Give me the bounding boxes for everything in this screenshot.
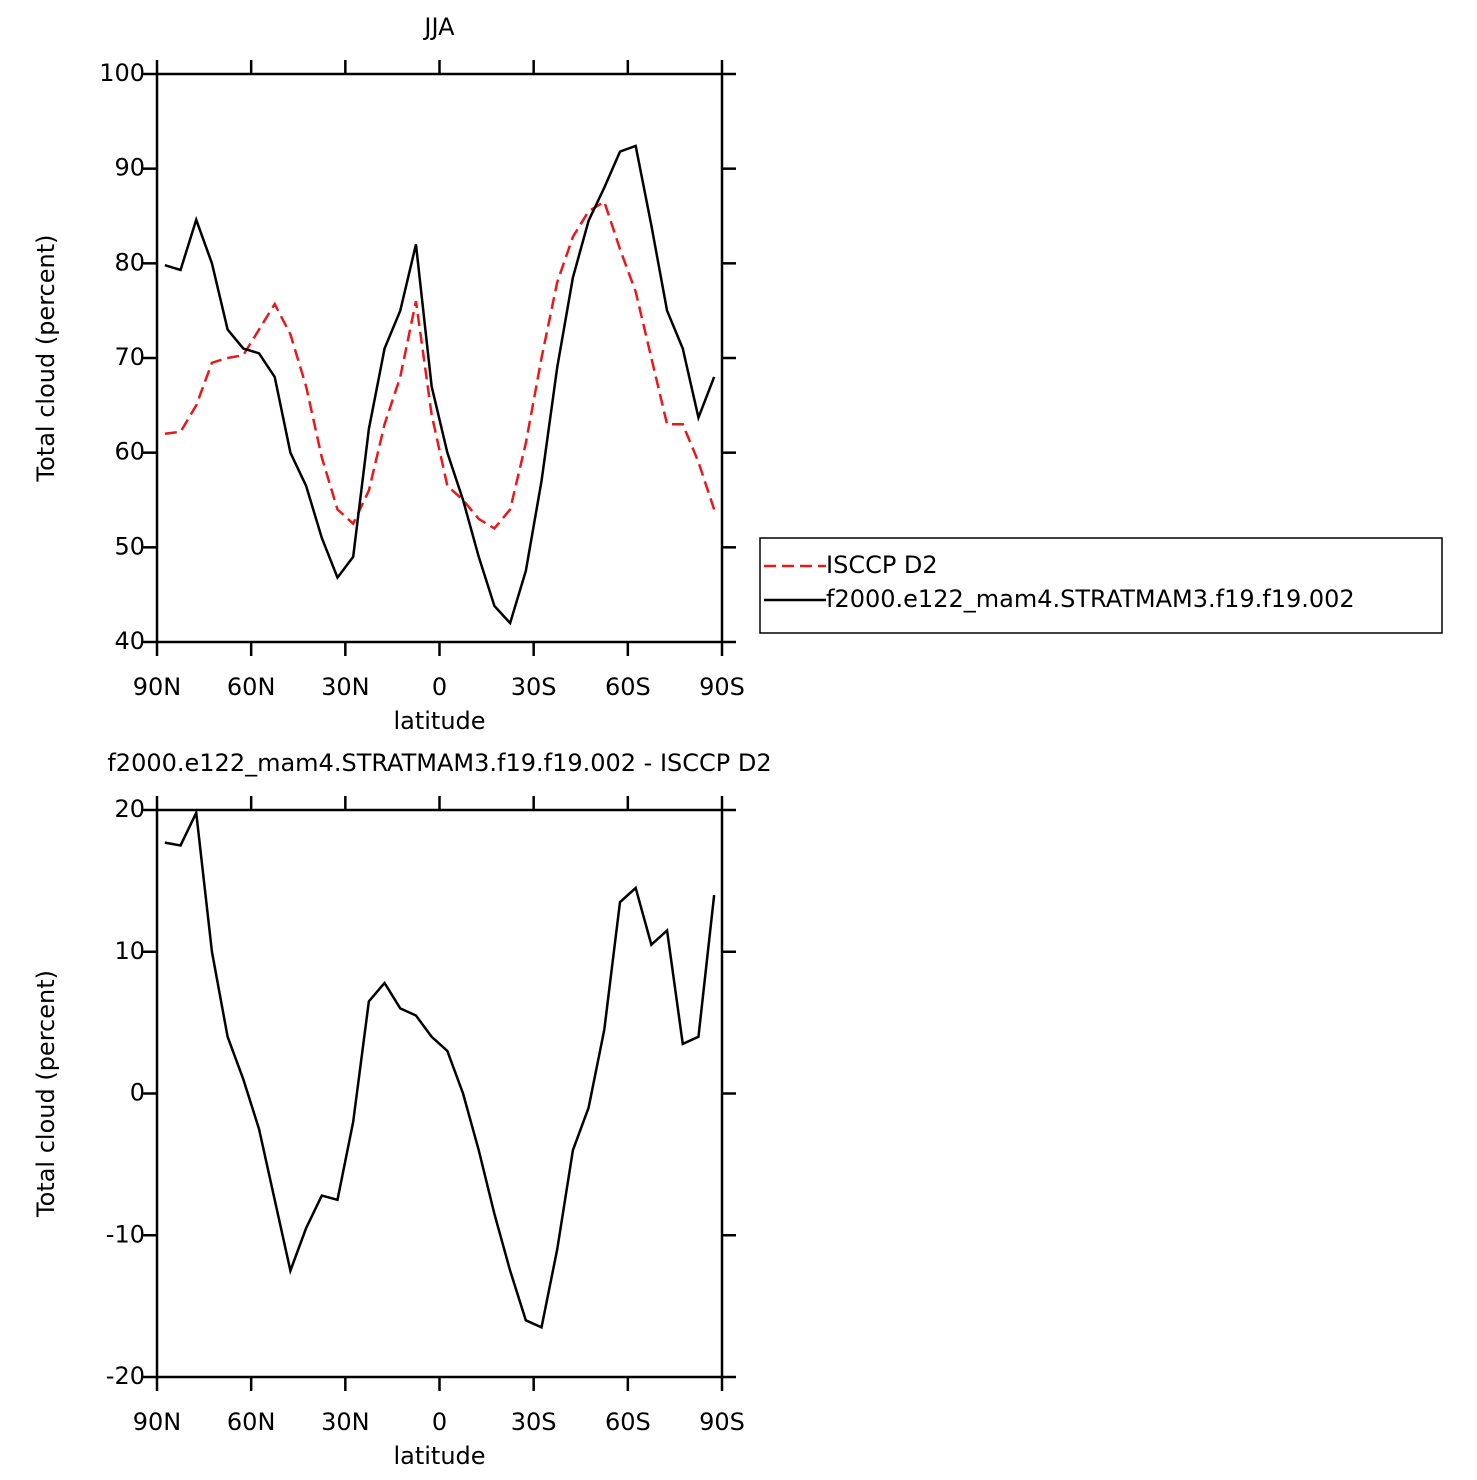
y-tick-label: 80 bbox=[114, 248, 145, 276]
x-tick-label: 0 bbox=[432, 673, 447, 701]
y-tick-label: 40 bbox=[114, 627, 145, 655]
data-line bbox=[164, 808, 716, 1330]
x-tick-label: 60N bbox=[227, 673, 276, 701]
y-tick-label: -20 bbox=[106, 1362, 145, 1390]
y-tick-label: 50 bbox=[114, 532, 145, 560]
x-tick-label: 30N bbox=[321, 673, 370, 701]
x-tick-label: 30N bbox=[321, 1408, 370, 1436]
y-tick-label: 60 bbox=[114, 438, 145, 466]
x-tick-label: 90S bbox=[699, 673, 745, 701]
y-tick-label: -10 bbox=[106, 1220, 145, 1248]
x-tick-label: 90N bbox=[133, 673, 182, 701]
y-axis-label: Total cloud (percent) bbox=[32, 970, 60, 1218]
x-tick-label: 0 bbox=[432, 1408, 447, 1436]
y-tick-label: 100 bbox=[99, 59, 145, 87]
x-axis-label: latitude bbox=[393, 1442, 485, 1470]
chart-title: f2000.e122_mam4.STRATMAM3.f19.f19.002 - … bbox=[107, 749, 771, 777]
x-axis-label: latitude bbox=[393, 707, 485, 735]
y-axis-label: Total cloud (percent) bbox=[32, 235, 60, 483]
y-tick-label: 20 bbox=[114, 795, 145, 823]
x-tick-label: 90N bbox=[133, 1408, 182, 1436]
data-line bbox=[164, 144, 716, 626]
y-tick-label: 90 bbox=[114, 154, 145, 182]
legend-label: ISCCP D2 bbox=[826, 551, 938, 579]
x-tick-label: 60N bbox=[227, 1408, 276, 1436]
x-tick-label: 30S bbox=[511, 673, 557, 701]
x-tick-label: 90S bbox=[699, 1408, 745, 1436]
y-tick-label: 70 bbox=[114, 343, 145, 371]
legend-label: f2000.e122_mam4.STRATMAM3.f19.f19.002 bbox=[826, 585, 1355, 613]
y-tick-label: 10 bbox=[114, 937, 145, 965]
y-tick-label: 0 bbox=[130, 1079, 145, 1107]
legend-box bbox=[759, 537, 1443, 634]
x-tick-label: 30S bbox=[511, 1408, 557, 1436]
data-line bbox=[164, 199, 716, 531]
chart-title: JJA bbox=[422, 13, 455, 41]
x-tick-label: 60S bbox=[605, 1408, 651, 1436]
x-tick-label: 60S bbox=[605, 673, 651, 701]
